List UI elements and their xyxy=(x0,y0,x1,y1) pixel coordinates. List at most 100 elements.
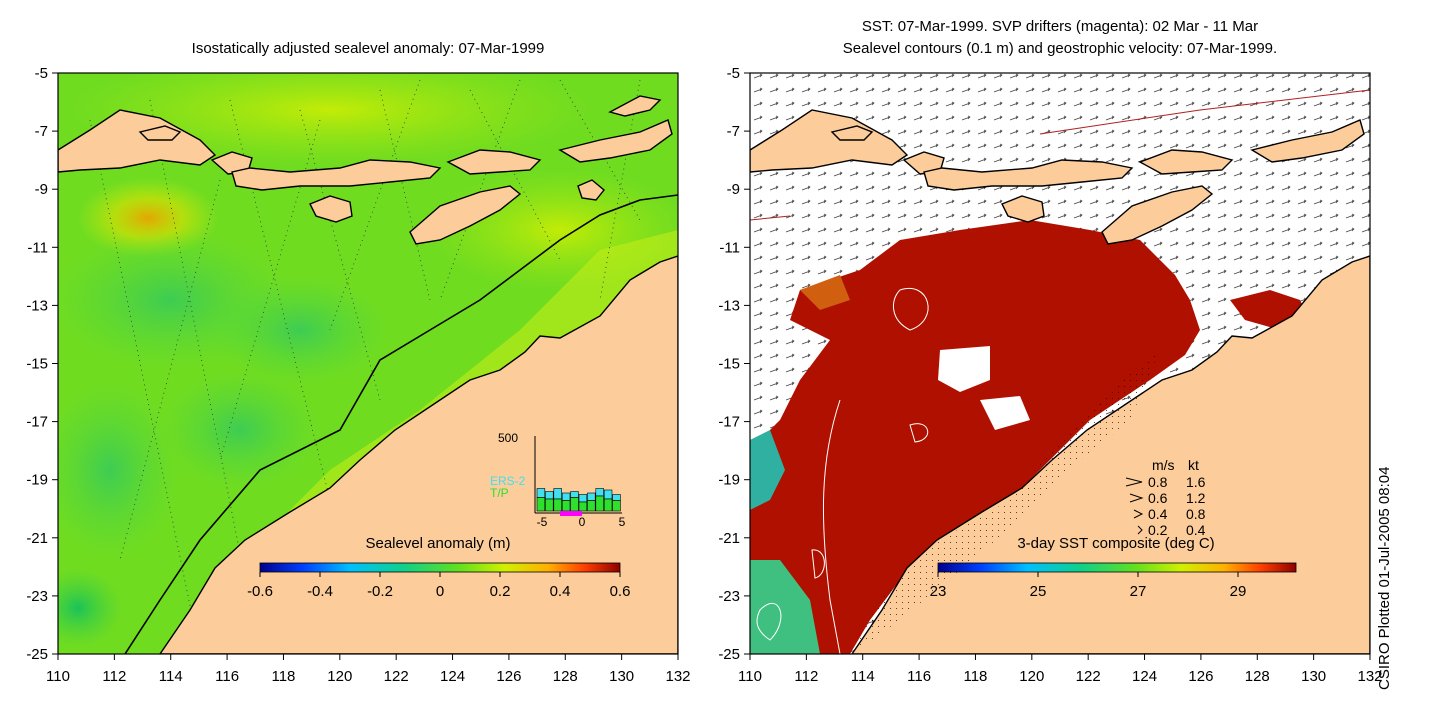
left-ytick-label: -15 xyxy=(26,356,48,373)
sla-low-4 xyxy=(58,380,180,560)
left-xtick-label: 120 xyxy=(327,668,352,685)
right-map xyxy=(750,73,1370,654)
left-xtick-label: 112 xyxy=(102,668,126,685)
right-ytick-label: -7 xyxy=(727,123,740,140)
right-xtick-label: 114 xyxy=(851,668,875,685)
sla-colorbar-ramp xyxy=(259,562,621,573)
left-ytick-label: -13 xyxy=(26,297,48,314)
right-title-line2: Sealevel contours (0.1 m) and geostrophi… xyxy=(842,40,1278,57)
sla-colorbar-tick-label: -0.6 xyxy=(247,583,273,600)
pass-histogram: 500 ERS-2 T/P -5 0 5 xyxy=(490,431,626,529)
histogram-bar-tp xyxy=(612,500,621,512)
left-map xyxy=(58,73,678,654)
sst-colorbar-title: 3-day SST composite (deg C) xyxy=(1017,535,1214,552)
sst-cool-area-2 xyxy=(750,430,785,510)
left-axes: -5 -7 -9 -11 -13 -15 -17 -19 -21 -23 -25 110 112 114 1… xyxy=(26,65,690,685)
vel-legend-kt: 1.6 xyxy=(1186,474,1206,490)
right-ytick-label: -13 xyxy=(718,297,740,314)
right-ytick-label: -25 xyxy=(718,646,740,663)
sst-colorbar-tick-label: 25 xyxy=(1030,583,1047,600)
right-xtick-label: 120 xyxy=(1019,668,1044,685)
left-ytick-label: -11 xyxy=(27,239,48,256)
right-xtick-label: 128 xyxy=(1245,668,1270,685)
vel-legend-arrow xyxy=(1125,477,1143,487)
histogram-bar-tp xyxy=(595,495,604,512)
sst-colorbar-tick-label: 29 xyxy=(1230,583,1247,600)
sst-colorbar-tick-label: 27 xyxy=(1130,583,1147,600)
histogram-bar-ers2 xyxy=(603,489,613,500)
land-islands xyxy=(58,95,673,245)
sst-patch-orange xyxy=(800,275,850,310)
vel-header-kt: kt xyxy=(1188,457,1199,473)
histogram-bar-ers2 xyxy=(578,494,588,503)
vel-legend-ms: 0.6 xyxy=(1148,490,1168,506)
sst-colorbar: 3-day SST composite (deg C) 23 25 27 29 xyxy=(930,535,1297,600)
vel-legend-arrow xyxy=(1129,493,1144,503)
vel-legend-kt: 1.2 xyxy=(1186,490,1206,506)
right-xtick-label: 130 xyxy=(1301,668,1326,685)
drifter-track-2 xyxy=(750,215,791,221)
histogram-bar-ers2 xyxy=(545,491,554,500)
left-ytick-label: -23 xyxy=(26,588,48,605)
left-xtick-label: 114 xyxy=(159,668,183,685)
drifter-window-marker xyxy=(560,511,582,516)
sla-colorbar-tick-label: 0.2 xyxy=(490,583,511,600)
right-xtick-label: 124 xyxy=(1132,668,1157,685)
sla-colorbar-tick-label: -0.4 xyxy=(307,583,333,600)
left-xtick-label: 110 xyxy=(46,668,70,685)
right-ytick-label: -11 xyxy=(719,239,740,256)
sla-colorbar-title: Sealevel anomaly (m) xyxy=(365,535,510,552)
left-ytick-label: -5 xyxy=(35,65,48,82)
right-ytick-label: -23 xyxy=(718,588,740,605)
right-ytick-label: -17 xyxy=(718,414,740,431)
sla-low-5 xyxy=(58,568,123,648)
drifter-track-1 xyxy=(1039,89,1370,135)
right-ytick-label: -9 xyxy=(727,181,740,198)
histogram-ymax: 500 xyxy=(498,431,518,445)
left-xtick-label: 132 xyxy=(665,668,690,685)
vel-legend-kt: 0.8 xyxy=(1186,506,1206,522)
credit-label: CSIRO Plotted 01-Jul-2005 08:04 xyxy=(1376,466,1393,690)
sst-cool-area xyxy=(750,560,820,654)
shelf-dots xyxy=(852,350,1160,654)
legend-tp: T/P xyxy=(490,486,509,500)
left-ytick-label: -17 xyxy=(26,414,48,431)
cloud-gap-2 xyxy=(980,396,1030,430)
left-xtick-label: 118 xyxy=(271,668,295,685)
left-ytick-label: -7 xyxy=(35,123,48,140)
histogram-bar-ers2 xyxy=(561,492,571,501)
left-xtick-label: 126 xyxy=(496,668,521,685)
histogram-bar-ers2 xyxy=(595,488,604,497)
sla-low-2 xyxy=(210,275,390,385)
vel-header-ms: m/s xyxy=(1152,457,1175,473)
vel-legend-ms: 0.4 xyxy=(1148,506,1168,522)
vel-legend-ms: 0.2 xyxy=(1148,522,1168,538)
histogram-bar-ers2 xyxy=(587,492,596,501)
sla-colorbar: Sealevel anomaly (m) -0.6 -0.4 -0.2 0 0.2 0.4… xyxy=(247,535,630,600)
vel-legend-ms: 0.8 xyxy=(1148,474,1168,490)
histogram-bar-tp xyxy=(545,498,554,512)
left-ytick-label: -25 xyxy=(26,646,48,663)
right-title-line1: SST: 07-Mar-1999. SVP drifters (magenta)… xyxy=(861,18,1259,35)
sst-warm-area xyxy=(750,220,1200,654)
histogram-bar-tp xyxy=(603,498,613,512)
velocity-legend: m/s kt 0.8 1.60.6 1.20.4 0.80.2 0.4 xyxy=(1125,457,1206,538)
australia-land xyxy=(159,255,678,654)
sla-colorbar-tick-label: 0.4 xyxy=(550,583,571,600)
left-xtick-label: 124 xyxy=(440,668,465,685)
left-title: Isostatically adjusted sealevel anomaly:… xyxy=(191,40,545,57)
vel-legend-arrow xyxy=(1137,525,1143,535)
histogram-bar-tp xyxy=(570,497,579,512)
right-xtick-label: 112 xyxy=(794,668,818,685)
sla-colorbar-tick-label: 0 xyxy=(436,583,444,600)
land-islands-right xyxy=(750,109,1365,245)
histogram-bar-ers2 xyxy=(570,491,579,498)
left-xtick-label: 116 xyxy=(215,668,239,685)
histogram-bar-tp xyxy=(561,500,571,512)
histogram-bar-ers2 xyxy=(536,488,546,498)
histogram-bar-tp xyxy=(553,498,562,512)
histogram-bar-ers2 xyxy=(553,488,562,500)
left-xtick-label: 128 xyxy=(553,668,578,685)
right-xtick-label: 132 xyxy=(1357,668,1382,685)
